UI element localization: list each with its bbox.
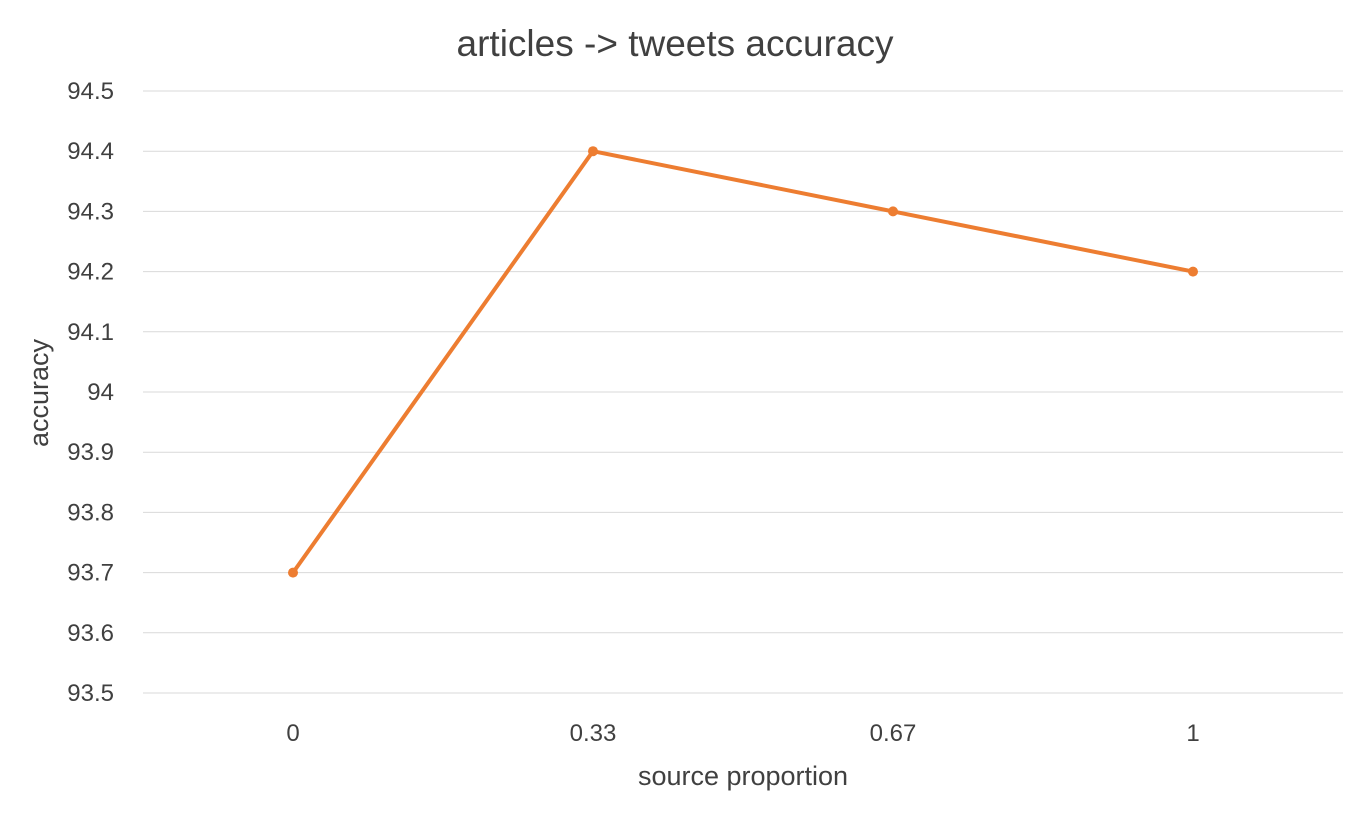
x-tick-label: 1 (1186, 720, 1199, 747)
x-tick-label: 0 (286, 720, 299, 747)
y-tick-label: 93.9 (67, 439, 114, 466)
data-point (888, 206, 898, 217)
series-layer (288, 146, 1198, 578)
data-point (588, 146, 598, 157)
y-tick-label: 93.8 (67, 499, 114, 526)
x-tick-label: 0.33 (570, 720, 617, 747)
data-point (288, 567, 298, 578)
y-tick-label: 93.7 (67, 560, 114, 587)
y-tick-label: 94.4 (67, 138, 114, 165)
y-axis-title: accuracy (24, 338, 54, 447)
y-tick-label: 94.1 (67, 319, 114, 346)
y-tick-label: 93.6 (67, 620, 114, 647)
x-axis-title: source proportion (638, 761, 848, 791)
y-tick-label: 94.3 (67, 198, 114, 225)
gridlines (143, 90, 1343, 694)
y-tick-label: 94 (87, 379, 114, 406)
x-axis-ticks: 0 0.33 0.67 1 (286, 720, 1199, 747)
y-tick-label: 93.5 (67, 680, 114, 707)
data-point (1188, 266, 1198, 277)
series-line (291, 149, 1195, 575)
y-tick-label: 94.5 (67, 78, 114, 105)
y-axis-ticks: 93.5 93.6 93.7 93.8 93.9 94 94.1 94.2 94.3 94.4 94… (67, 78, 114, 707)
x-tick-label: 0.67 (870, 720, 917, 747)
chart-title: articles -> tweets accuracy (457, 23, 894, 64)
y-tick-label: 94.2 (67, 259, 114, 286)
